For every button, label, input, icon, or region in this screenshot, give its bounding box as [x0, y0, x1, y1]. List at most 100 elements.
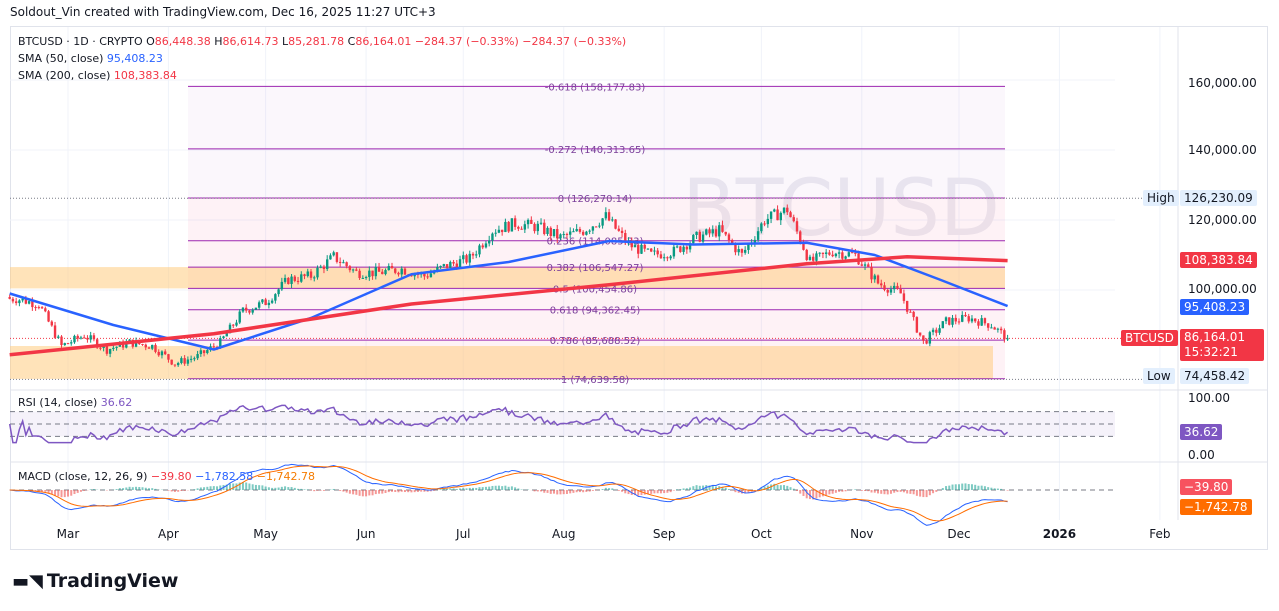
macd-hist-bar [297, 488, 300, 490]
macd-hist-bar [73, 490, 76, 495]
rsi-legend[interactable]: RSI (14, close) 36.62 [18, 396, 132, 409]
candle-body [536, 223, 539, 232]
macd-hist-bar [358, 490, 361, 496]
candle-body [199, 350, 203, 355]
macd-hist-bar [928, 490, 931, 496]
macd-hist-bar [676, 489, 679, 490]
macd-hist-bar [465, 488, 468, 490]
candle-body [711, 229, 714, 234]
macd-hist-bar [831, 490, 834, 494]
candle-body [769, 211, 773, 219]
time-tick: Mar [56, 527, 80, 541]
macd-hist-bar [711, 485, 714, 490]
candle-body [970, 318, 974, 322]
candle-body [462, 255, 465, 260]
macd-hist-bar [92, 489, 95, 490]
candle-body [76, 335, 79, 339]
candle-body [854, 252, 857, 254]
candle-body [381, 271, 384, 275]
watermark: BTCUSD [682, 164, 1000, 254]
macd-hist-bar [491, 485, 494, 490]
candle-body [445, 264, 449, 268]
macd-hist-bar [410, 490, 413, 493]
candle-body [799, 231, 802, 243]
candle-body [86, 337, 89, 340]
macd-hist-bar [951, 484, 954, 490]
candle-body [173, 364, 177, 366]
candle-body [776, 209, 779, 221]
macd-hist-bar [394, 490, 397, 492]
macd-hist-bar [808, 490, 811, 500]
macd-hist-bar [682, 488, 685, 490]
candle-body [824, 252, 828, 254]
candle-body [364, 277, 368, 279]
candle-body [860, 264, 863, 266]
candle-body [999, 328, 1003, 331]
candle-body [413, 273, 416, 277]
macd-hist-bar [893, 490, 896, 493]
macd-hist-bar [520, 489, 523, 490]
high-label: H [214, 35, 223, 48]
candle-body [144, 344, 147, 348]
macd-hist-bar [41, 490, 44, 492]
macd-hist-bar [219, 485, 222, 490]
candle-body [361, 277, 365, 279]
time-tick: Aug [552, 527, 576, 541]
macd-hist-bar [125, 487, 128, 490]
symbol-info[interactable]: BTCUSD · 1D · CRYPTO [18, 35, 143, 48]
candle-body [941, 321, 944, 329]
macd-hist-bar [148, 488, 150, 490]
candle-body [316, 267, 319, 278]
candle-body [235, 322, 238, 326]
candle-body [342, 262, 345, 264]
fib-level-label: 0.382 (106,547.27) [547, 263, 644, 274]
macd-hist-bar [481, 487, 484, 490]
candle-body [763, 223, 766, 225]
macd-hist-bar [407, 490, 410, 493]
candle-body [1006, 338, 1009, 340]
open-label: O [146, 35, 155, 48]
candle-body [695, 231, 698, 236]
candle-body [167, 354, 170, 360]
sma50-legend[interactable]: SMA (50, close) 95,408.23 [18, 52, 163, 65]
candle-body [147, 347, 151, 349]
macd-hist-bar [199, 487, 202, 490]
high-value: 86,614.73 [222, 35, 279, 48]
macd-hist-bar [391, 490, 393, 492]
macd-hist-bar [478, 487, 481, 490]
candle-body [630, 241, 633, 248]
candle-body [57, 336, 60, 338]
sma200-label: SMA (200, close) [18, 69, 111, 82]
macd-hist-bar [429, 490, 432, 492]
candle-body [779, 212, 782, 221]
candle-body [721, 225, 724, 232]
macd-hist-bar [209, 486, 212, 490]
candle-body [397, 272, 400, 275]
macd-hist-bar [455, 488, 458, 490]
macd-hist-bar [841, 490, 844, 492]
macd-hist-bar [154, 488, 157, 490]
candle-body [248, 310, 251, 313]
supply-zone-rect [10, 267, 1005, 289]
macd-hist-bar [802, 490, 805, 496]
candle-body [270, 300, 274, 303]
candle-body [847, 252, 851, 257]
macd-hist-bar [514, 487, 517, 490]
macd-hist-bar [776, 484, 779, 490]
macd-hist-bar [643, 490, 646, 495]
macd-hist-bar [420, 490, 423, 492]
macd-legend[interactable]: MACD (close, 12, 26, 9) −39.80 −1,782.58… [18, 470, 315, 483]
sma200-legend[interactable]: SMA (200, close) 108,383.84 [18, 69, 177, 82]
candle-body [212, 346, 215, 348]
time-tick: Sep [652, 527, 676, 541]
candle-body [961, 314, 964, 322]
macd-hist-bar [763, 486, 766, 490]
macd-hist-bar [510, 486, 513, 490]
tradingview-logo[interactable]: ▬◥ TradingView [12, 570, 179, 592]
macd-hist-bar [193, 489, 196, 490]
macd-line [9, 463, 1008, 526]
candle-body [27, 301, 31, 304]
macd-hist-bar [258, 485, 261, 490]
time-tick: Jun [356, 527, 376, 541]
